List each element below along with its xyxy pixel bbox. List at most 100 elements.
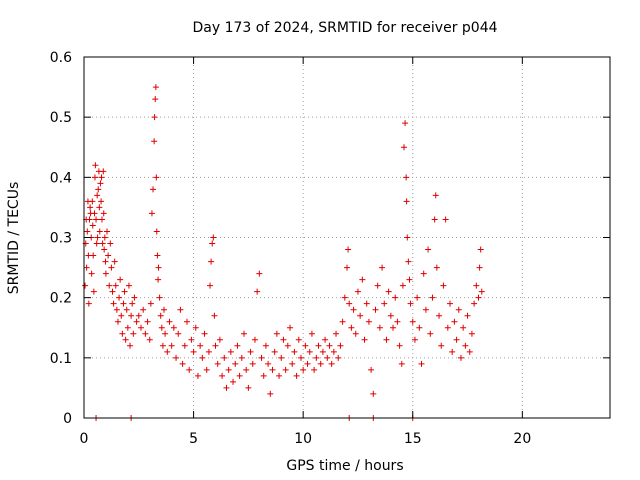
data-point xyxy=(101,246,108,253)
data-point xyxy=(100,210,107,217)
data-point xyxy=(403,174,410,181)
data-point xyxy=(400,144,407,151)
data-point xyxy=(98,216,105,223)
data-point xyxy=(432,192,439,199)
data-point xyxy=(155,264,162,271)
data-point xyxy=(133,318,140,325)
data-point xyxy=(223,384,230,391)
data-point xyxy=(315,342,322,349)
data-point xyxy=(425,246,432,253)
data-point xyxy=(387,312,394,319)
data-point xyxy=(335,354,342,361)
data-point xyxy=(477,246,484,253)
data-point xyxy=(284,342,291,349)
data-point xyxy=(289,360,296,367)
data-point xyxy=(210,234,217,241)
data-point xyxy=(94,192,101,199)
data-point xyxy=(127,342,134,349)
data-point xyxy=(86,216,93,223)
data-point xyxy=(192,324,199,331)
data-point xyxy=(304,360,311,367)
data-point xyxy=(429,294,436,301)
data-point xyxy=(102,258,109,265)
data-point xyxy=(190,348,197,355)
data-point xyxy=(181,342,188,349)
data-point xyxy=(128,312,135,319)
y-tick-label: 0.4 xyxy=(50,170,72,186)
data-point xyxy=(333,330,340,337)
data-point xyxy=(416,324,423,331)
data-point xyxy=(96,204,103,211)
data-point xyxy=(123,306,130,313)
data-point xyxy=(287,324,294,331)
data-point xyxy=(152,96,159,103)
data-point xyxy=(313,354,320,361)
data-point xyxy=(447,300,454,307)
data-point xyxy=(175,330,182,337)
data-point xyxy=(97,180,104,187)
data-point xyxy=(405,258,412,265)
data-point xyxy=(104,228,111,235)
data-point xyxy=(372,306,379,313)
data-point xyxy=(118,312,125,319)
data-point xyxy=(247,348,254,355)
data-point xyxy=(84,228,91,235)
data-point xyxy=(157,312,164,319)
x-axis-label: GPS time / hours xyxy=(286,458,403,474)
plot-frame xyxy=(83,56,611,419)
data-point xyxy=(354,288,361,295)
data-point xyxy=(398,360,405,367)
data-point xyxy=(427,330,434,337)
data-point xyxy=(96,228,103,235)
data-point xyxy=(221,354,228,361)
data-point xyxy=(346,300,353,307)
data-point xyxy=(453,336,460,343)
data-point xyxy=(95,186,102,193)
data-point xyxy=(308,330,315,337)
data-point xyxy=(392,294,399,301)
data-point xyxy=(457,354,464,361)
data-point xyxy=(402,120,409,127)
data-point xyxy=(339,318,346,325)
data-point xyxy=(152,84,159,91)
grid-lines xyxy=(84,57,610,418)
data-point xyxy=(158,324,165,331)
data-point xyxy=(98,198,105,205)
data-point xyxy=(236,372,243,379)
data-point xyxy=(406,276,413,283)
data-point xyxy=(442,216,449,223)
data-point xyxy=(151,114,158,121)
data-point xyxy=(420,270,427,277)
data-point xyxy=(404,234,411,241)
data-point xyxy=(326,342,333,349)
data-point xyxy=(297,354,304,361)
data-point xyxy=(170,324,177,331)
data-point xyxy=(234,342,241,349)
data-point xyxy=(344,264,350,271)
data-point xyxy=(159,342,166,349)
data-point xyxy=(153,228,160,235)
data-point xyxy=(208,258,215,265)
data-point xyxy=(162,330,169,337)
data-point xyxy=(451,318,458,325)
data-point xyxy=(177,306,184,313)
y-tick-label: 0.3 xyxy=(50,231,72,247)
data-point xyxy=(211,312,218,319)
data-point xyxy=(433,264,440,271)
data-point xyxy=(403,198,410,205)
data-point xyxy=(345,246,352,253)
data-point xyxy=(227,348,234,355)
data-point xyxy=(376,324,383,331)
data-point xyxy=(436,312,443,319)
data-point xyxy=(107,240,114,247)
data-point xyxy=(155,276,162,283)
data-point xyxy=(209,240,216,247)
data-point xyxy=(114,318,121,325)
y-tick-label: 0 xyxy=(63,411,72,427)
data-point xyxy=(365,318,372,325)
data-point xyxy=(102,270,109,277)
data-point xyxy=(444,324,451,331)
data-point xyxy=(337,342,344,349)
data-point xyxy=(368,366,375,373)
data-point xyxy=(276,372,283,379)
